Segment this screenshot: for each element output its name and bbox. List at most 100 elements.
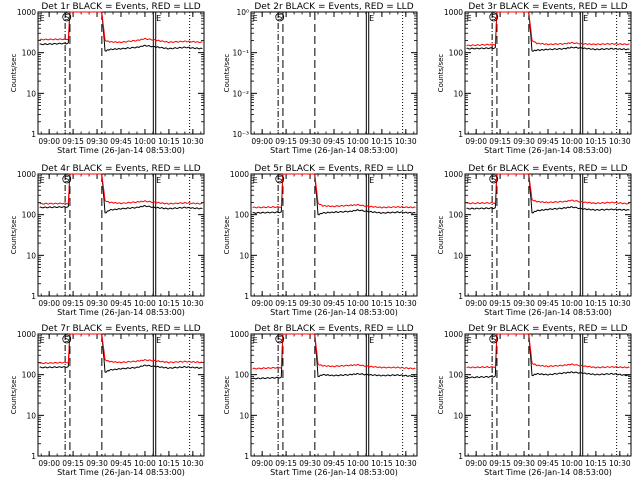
x-axis-label: Start Time (26-Jan-14 08:53:00): [484, 468, 612, 477]
panel-title: Det 8r BLACK = Events, RED = LLD: [254, 324, 413, 334]
x-tick-label: 10:30: [182, 137, 204, 146]
x-tick-label: 10:00: [561, 459, 583, 468]
e-marker: E: [583, 14, 588, 23]
x-tick-label: 09:30: [299, 299, 321, 308]
y-tick-label: 100: [235, 371, 250, 380]
y-tick-label: 1: [244, 452, 249, 461]
y-tick-label: 100: [22, 211, 37, 220]
s-marker-circle: [489, 12, 499, 22]
panel-title: Det 1r BLACK = Events, RED = LLD: [41, 2, 200, 12]
y-tick-label: 100: [449, 211, 464, 220]
x-tick-label: 09:45: [537, 299, 559, 308]
y-tick-label: 10: [453, 251, 463, 260]
events-series-line: [252, 333, 416, 380]
s-marker: S: [64, 13, 69, 22]
x-tick-label: 10:30: [395, 299, 417, 308]
x-tick-label: 09:15: [489, 299, 511, 308]
x-tick-label: 09:30: [86, 459, 108, 468]
x-tick-label: 10:30: [182, 299, 204, 308]
lld-series-line: [39, 11, 203, 44]
x-tick-label: 10:30: [609, 299, 631, 308]
s-marker: S: [491, 175, 496, 184]
x-tick-label: 10:00: [347, 459, 369, 468]
y-tick-label: 100: [449, 371, 464, 380]
x-tick-label: 10:00: [134, 137, 156, 146]
x-tick-label: 09:30: [299, 459, 321, 468]
y-tick-label: 10: [453, 411, 463, 420]
e-marker: E: [583, 176, 588, 185]
detector-panel-5r: Det 5r BLACK = Events, RED = LLD 1 10 100 10…: [223, 164, 418, 317]
y-tick-label: 10⁻³: [232, 130, 249, 139]
y-tick-label: 1000: [230, 170, 249, 179]
x-tick-label: 10:15: [371, 299, 393, 308]
detector-panel-7r: Det 7r BLACK = Events, RED = LLD 1 10 100 10…: [10, 324, 205, 477]
x-axis-label: Start Time (26-Jan-14 08:53:00): [270, 146, 398, 155]
y-tick-label: 1: [458, 130, 463, 139]
lld-series-line: [39, 333, 203, 365]
x-tick-label: 10:00: [347, 137, 369, 146]
y-tick-label: 1000: [17, 8, 36, 17]
detector-panel-3r: Det 3r BLACK = Events, RED = LLD 1 10 100 10…: [437, 2, 632, 155]
s-marker: S: [64, 335, 69, 344]
lld-series-line: [466, 11, 630, 47]
x-tick-label: 10:30: [609, 459, 631, 468]
y-axis-label: Counts/sec: [437, 376, 445, 415]
y-tick-label: 1000: [444, 330, 463, 339]
e-marker: E: [156, 176, 161, 185]
y-tick-label: 10⁻²: [232, 89, 249, 98]
x-axis-label: Start Time (26-Jan-14 08:53:00): [484, 146, 612, 155]
e-marker: E: [40, 336, 45, 345]
y-tick-label: 1: [244, 292, 249, 301]
y-tick-label: 10⁰: [236, 8, 249, 17]
x-tick-label: 09:00: [38, 137, 60, 146]
x-axis-label: Start Time (26-Jan-14 08:53:00): [57, 308, 185, 317]
x-tick-label: 09:00: [465, 137, 487, 146]
y-tick-label: 1: [31, 292, 36, 301]
events-series-line: [39, 333, 203, 373]
x-tick-label: 09:45: [110, 137, 132, 146]
y-tick-label: 10⁻¹: [232, 49, 249, 58]
x-tick-label: 09:30: [86, 299, 108, 308]
x-tick-label: 10:15: [585, 459, 607, 468]
y-tick-label: 1: [31, 452, 36, 461]
s-marker-circle: [489, 334, 499, 344]
x-tick-label: 10:30: [182, 459, 204, 468]
lld-series-line: [466, 333, 630, 369]
y-tick-label: 1: [458, 292, 463, 301]
detector-panel-6r: Det 6r BLACK = Events, RED = LLD 1 10 100 10…: [437, 164, 632, 317]
y-axis-label: Counts/sec: [437, 54, 445, 93]
plot-frame: [464, 173, 632, 297]
x-tick-label: 09:15: [275, 137, 297, 146]
e-marker: E: [253, 14, 258, 23]
panel-title: Det 7r BLACK = Events, RED = LLD: [41, 324, 200, 334]
plot-frame: [464, 333, 632, 457]
y-tick-label: 100: [235, 211, 250, 220]
x-axis-label: Start Time (26-Jan-14 08:53:00): [270, 468, 398, 477]
e-marker: E: [156, 336, 161, 345]
y-tick-label: 10: [26, 251, 36, 260]
detector-panel-8r: Det 8r BLACK = Events, RED = LLD 1 10 100 10…: [223, 324, 418, 477]
y-tick-label: 1000: [17, 330, 36, 339]
e-marker: E: [467, 176, 472, 185]
y-tick-label: 10: [239, 251, 249, 260]
x-tick-label: 09:15: [489, 459, 511, 468]
e-marker: E: [40, 176, 45, 185]
lld-series-line: [39, 173, 203, 205]
x-axis-label: Start Time (26-Jan-14 08:53:00): [57, 146, 185, 155]
x-tick-label: 09:00: [38, 459, 60, 468]
lld-series-line: [252, 173, 416, 209]
x-tick-label: 10:30: [395, 137, 417, 146]
y-tick-label: 100: [22, 49, 37, 58]
s-marker-circle: [489, 174, 499, 184]
x-tick-label: 09:45: [110, 299, 132, 308]
plot-frame: [37, 333, 205, 457]
e-marker: E: [253, 176, 258, 185]
s-marker-circle: [275, 334, 285, 344]
x-tick-label: 09:45: [110, 459, 132, 468]
y-axis-label: Counts/sec: [223, 216, 231, 255]
plot-frame: [250, 333, 418, 457]
panel-title: Det 2r BLACK = Events, RED = LLD: [254, 2, 413, 12]
x-tick-label: 10:15: [371, 137, 393, 146]
y-tick-label: 1: [458, 452, 463, 461]
